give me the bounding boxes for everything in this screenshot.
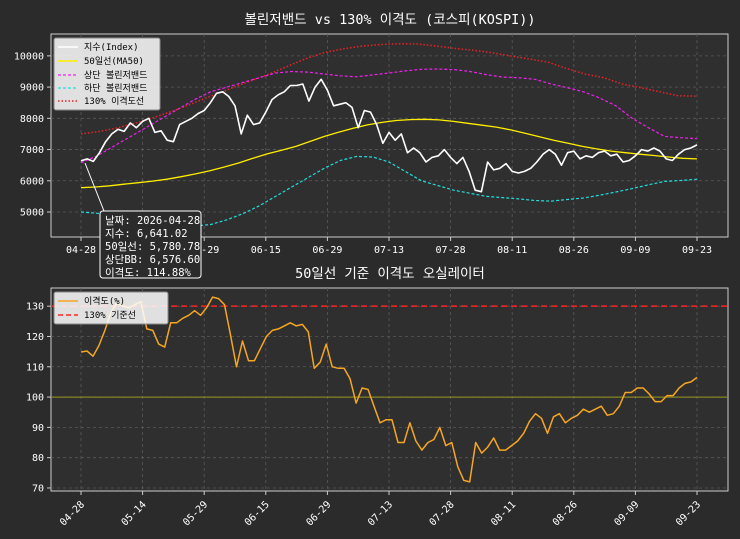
legend-label-lower-band: 하단 볼린저밴드 (84, 83, 147, 94)
legend-label-130-line: 130% 이격도선 (84, 95, 144, 107)
top-ytick-label: 6000 (20, 176, 44, 187)
hover-tooltip: 날짜: 2026-04-28 지수: 6,641.02 50일선: 5,780.… (84, 162, 202, 279)
top-ytick-label: 10000 (14, 51, 44, 62)
top-ytick-label: 5000 (20, 208, 44, 219)
bottom-ytick-label: 100 (26, 393, 44, 404)
top-xtick-label: 09-23 (682, 245, 712, 256)
bottom-y-axis: 70 80 90 100 110 120 130 (26, 302, 51, 494)
top-xtick-label: 04-28 (66, 245, 96, 256)
bottom-ytick-label: 130 (26, 302, 44, 313)
top-legend: 지수(Index) 50일선(MA50) 상단 볼린저밴드 하단 볼린저밴드 1… (53, 37, 161, 111)
top-xtick-label: 07-13 (374, 245, 404, 256)
legend-label-upper-band: 상단 볼린저밴드 (84, 70, 147, 81)
series-lower-band-line (80, 155, 698, 227)
tooltip-upper-band: 상단BB: 6,576.60 (105, 254, 200, 266)
top-xtick-label: 05-29 (189, 245, 219, 256)
legend-label-130-ref: 130% 기준선 (84, 310, 136, 321)
bottom-ytick-label: 70 (32, 483, 44, 494)
top-chart-title: 볼린저밴드 vs 130% 이격도 (코스피(KOSPI)) (244, 12, 535, 28)
series-index-line (80, 78, 698, 193)
top-series-lines (80, 42, 698, 227)
legend-label-ma50: 50일선(MA50) (84, 56, 144, 67)
top-xtick-label: 07-28 (436, 245, 466, 256)
series-upper-band-line (80, 68, 698, 164)
top-xtick-label: 08-11 (497, 245, 527, 256)
series-ma50-line (80, 118, 698, 189)
top-ytick-label: 7000 (20, 145, 44, 156)
tooltip-pointer (84, 162, 105, 212)
tooltip-date: 날짜: 2026-04-28 (105, 215, 200, 227)
top-xtick-label: 06-15 (251, 245, 281, 256)
series-disparity-line (80, 296, 698, 483)
top-xtick-label: 09-09 (620, 245, 650, 256)
top-ytick-label: 9000 (20, 83, 44, 94)
top-legend-box (53, 37, 161, 111)
tooltip-index: 지수: 6,641.02 (105, 228, 188, 240)
series-130-line (80, 42, 698, 135)
tooltip-box (99, 210, 202, 279)
tooltip-disparity: 이격도: 114.88% (105, 266, 192, 279)
top-xtick-label: 06-29 (312, 245, 342, 256)
top-ytick-label: 8000 (20, 114, 44, 125)
top-xtick-label: 08-26 (559, 245, 589, 256)
legend-label-index: 지수(Index) (84, 42, 139, 53)
bottom-ytick-label: 120 (26, 332, 44, 343)
top-grid (51, 34, 728, 237)
legend-label-disparity: 이격도(%) (84, 295, 125, 307)
tooltip-ma50: 50일선: 5,780.78 (105, 240, 200, 253)
top-x-axis: 04-2805-1405-2906-1506-2907-1307-2808-11… (66, 237, 712, 256)
bottom-legend-box (53, 291, 169, 325)
bottom-legend: 이격도(%) 130% 기준선 (53, 291, 169, 325)
bottom-ytick-label: 80 (32, 453, 44, 464)
top-y-axis: 5000 6000 7000 8000 9000 10000 (14, 51, 51, 219)
bottom-ytick-label: 110 (26, 362, 44, 373)
bottom-ytick-label: 90 (32, 423, 44, 434)
bottom-chart-title: 50일선 기준 이격도 오실레이터 (295, 266, 485, 282)
